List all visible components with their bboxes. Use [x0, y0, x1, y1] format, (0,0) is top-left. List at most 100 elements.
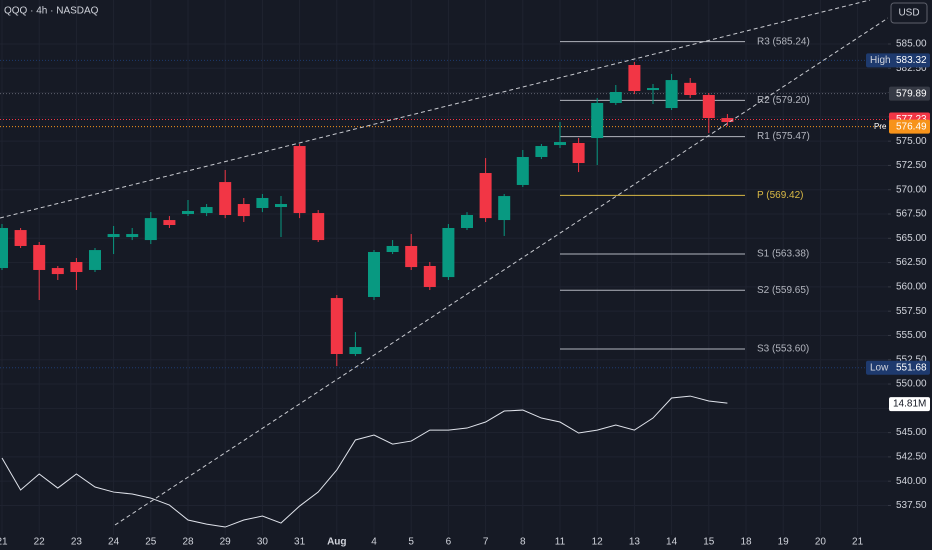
candle-body [219, 182, 232, 215]
candle-body [0, 228, 8, 269]
candle-body [442, 228, 455, 278]
x-tick-label: 24 [108, 537, 120, 548]
candle-body [144, 218, 157, 241]
pivot-label: S1 (563.38) [757, 249, 809, 260]
candle-body [349, 347, 362, 355]
x-tick-label: 25 [145, 537, 157, 548]
y-tick-label: 575.00 [896, 136, 927, 147]
candle-body [126, 234, 139, 238]
candle-body [275, 204, 287, 208]
price-axis-bg [888, 0, 932, 550]
x-tick-label: 7 [483, 537, 489, 548]
candle-body [256, 197, 269, 208]
price-marker-value: 577.23 [896, 114, 927, 125]
y-tick-label: 550.00 [896, 379, 927, 390]
candle-body [163, 220, 176, 225]
price-marker-box [866, 53, 930, 68]
candle-body [330, 298, 343, 355]
y-tick-label: 562.50 [896, 257, 927, 268]
pivot-label: R1 (575.47) [757, 131, 810, 142]
y-tick-label: 570.00 [896, 184, 927, 195]
candle-body [461, 214, 473, 229]
currency-button[interactable] [890, 2, 928, 24]
y-tick-label: 560.00 [896, 282, 927, 293]
lower-trendline [114, 17, 889, 526]
candle-body [702, 95, 715, 119]
plot: R3 (585.24) R2 (579.20) R1 (575.47) P (569.… [0, 36, 888, 528]
y-tick-label: 585.00 [896, 39, 927, 50]
candle-body [70, 262, 83, 273]
candle-body [200, 207, 213, 214]
y-tick-label: 552.50 [896, 354, 927, 365]
y-tick-label: 567.50 [896, 209, 927, 220]
candle-body [89, 250, 101, 270]
price-marker-value: 583.32 [896, 55, 927, 66]
y-tick-label: 542.50 [896, 452, 927, 463]
x-tick-label: 31 [294, 537, 306, 548]
x-tick-label: 4 [371, 537, 377, 548]
x-tick-label: 13 [629, 537, 641, 548]
y-tick-label: 572.50 [896, 160, 927, 171]
indicator-label: 14.81M [893, 399, 926, 410]
candle-body [647, 88, 659, 91]
candle-body [572, 143, 585, 164]
x-tick-label: 21 [852, 537, 864, 548]
pivot-label: R3 (585.24) [757, 36, 810, 47]
y-tick-label: 557.50 [896, 306, 927, 317]
candle-body [591, 102, 604, 139]
currency[interactable]: USD [898, 8, 919, 19]
x-tick-label: 14 [666, 537, 678, 548]
candle-body [51, 268, 64, 275]
y-tick-label: 555.00 [896, 330, 927, 341]
x-tick-label: 5 [408, 537, 414, 548]
candle-body [423, 265, 436, 287]
y-tick-label: 545.00 [896, 427, 927, 438]
x-tick-label: 29 [220, 537, 232, 548]
candle-body [628, 64, 641, 92]
candle-body [535, 146, 548, 157]
candle-body [554, 142, 566, 146]
candle-body [107, 234, 120, 238]
candle-body [684, 82, 697, 96]
pivot-label: S3 (553.60) [757, 344, 809, 355]
candle-body [721, 118, 734, 123]
candle-body [665, 80, 678, 109]
time-axis-bg [0, 535, 888, 550]
y-tick-label: 540.00 [896, 476, 927, 487]
candle-body [312, 213, 325, 241]
price-marker-name: High [870, 55, 891, 66]
price-marker-value: 551.68 [896, 362, 927, 373]
x-tick-label: 15 [703, 537, 715, 548]
x-tick-label: 22 [34, 537, 46, 548]
candle-body [237, 204, 250, 217]
y-tick-label: 565.00 [896, 233, 927, 244]
candle-body [405, 245, 418, 268]
x-tick-label: 23 [71, 537, 83, 548]
candle-body [479, 173, 492, 219]
price-marker-box [889, 119, 930, 134]
x-tick-label: 21 [0, 537, 8, 548]
x-tick-label: 20 [815, 537, 827, 548]
x-tick-label: Aug [327, 537, 346, 548]
price-marker-box [866, 360, 930, 375]
x-tick-label: 30 [257, 537, 269, 548]
candle-body [14, 230, 27, 246]
price-marker-value: 579.89 [896, 88, 927, 99]
indicator-line [1, 395, 728, 528]
candle-body [516, 156, 529, 185]
candle-body [368, 252, 380, 297]
x-tick-label: 8 [520, 537, 526, 548]
candle-body [386, 245, 399, 253]
candle-body [182, 211, 194, 215]
x-tick-label: 11 [555, 537, 566, 548]
x-tick-label: 12 [592, 537, 604, 548]
y-tick-label: 582.50 [896, 63, 927, 74]
price-marker-name: Pre [874, 122, 887, 131]
candle-body [293, 146, 306, 214]
candle-body [609, 92, 622, 103]
indicator-label-box [889, 397, 930, 412]
price-marker-name: Low [870, 362, 889, 373]
price-marker-value: 576.49 [896, 121, 927, 132]
